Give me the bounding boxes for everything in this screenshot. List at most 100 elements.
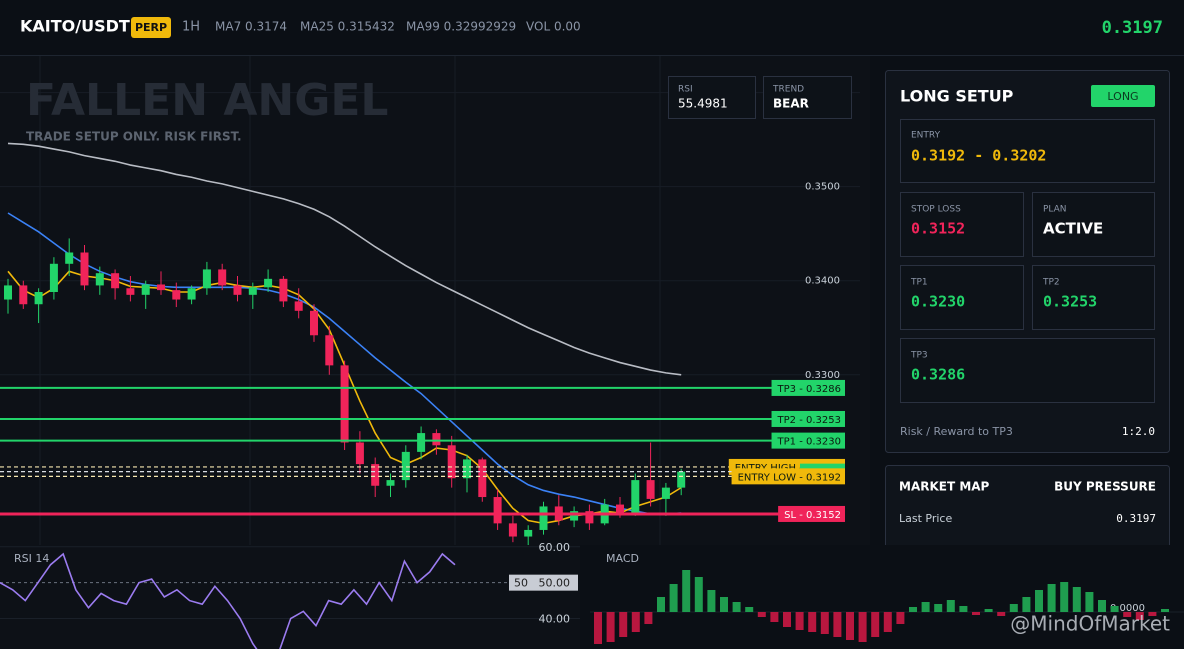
direction-badge[interactable] <box>1091 85 1155 107</box>
stop-label: STOP LOSS <box>911 205 961 215</box>
candle-body <box>417 433 426 452</box>
macd-bar <box>795 612 804 630</box>
macd-bar <box>946 600 955 612</box>
macd-bar <box>997 612 1006 616</box>
candle-body <box>677 471 686 488</box>
macd-bar <box>883 612 892 632</box>
symbol: KAITO/USDT <box>20 17 130 36</box>
level-label: ENTRY LOW - 0.3192 <box>738 472 841 483</box>
y-tick-label: 0.0000 <box>1110 603 1145 614</box>
candle-body <box>141 284 150 295</box>
candle-body <box>279 278 288 302</box>
y-tick-label: 0.3300 <box>805 370 840 381</box>
candle-body <box>432 433 441 446</box>
y-tick-label: 0.3400 <box>805 276 840 287</box>
stop-value: 0.3152 <box>911 220 965 238</box>
tp2-label: TP2 <box>1042 278 1060 288</box>
macd-bar <box>1047 584 1056 612</box>
candle-body <box>401 451 410 481</box>
tp1-label: TP1 <box>910 278 928 288</box>
candle-body <box>310 310 318 336</box>
rsi-line <box>0 552 456 649</box>
direction: LONG <box>1107 90 1138 103</box>
y-tick-label: 0.3500 <box>805 182 840 193</box>
macd-bar <box>594 612 602 644</box>
candle-body <box>386 480 395 486</box>
rsi-title: RSI 14 <box>14 552 49 565</box>
candle-body <box>585 511 594 524</box>
rsi-panel <box>0 545 580 649</box>
macd-bar <box>1085 592 1094 612</box>
candle-body <box>355 442 364 465</box>
badge-text: PERP <box>135 21 167 34</box>
candle-body <box>371 464 380 486</box>
tp1-card <box>900 265 1024 330</box>
macd-bar <box>657 597 665 612</box>
setup-title: LONG SETUP <box>900 87 1014 106</box>
candle-body <box>508 523 517 537</box>
macd-bar <box>959 606 968 612</box>
credit-watermark: @MindOfMarket <box>1010 612 1170 636</box>
macd-bar <box>846 612 854 640</box>
tp2-value: 0.3253 <box>1043 293 1097 311</box>
candle-body <box>95 273 104 286</box>
macd-bar <box>707 590 716 612</box>
macd-panel <box>580 545 1184 649</box>
badge <box>131 17 171 38</box>
watermark-title: FALLEN ANGEL <box>26 75 388 126</box>
candle-body <box>218 269 227 286</box>
macd-bar <box>808 612 817 632</box>
trend-value: BEAR <box>773 97 809 111</box>
macd-bar <box>1072 587 1081 612</box>
macd-bar <box>833 612 842 637</box>
header <box>0 0 1184 55</box>
rsi-chart: 60.00 40.00 50 50.00 <box>0 541 580 649</box>
plan-card <box>1032 192 1155 257</box>
candle-body <box>616 504 624 514</box>
ma99: MA99 0.32992929 <box>406 20 516 34</box>
candle-body <box>172 290 181 300</box>
candle-body <box>478 459 487 498</box>
macd-title: MACD <box>606 552 639 565</box>
level-label: SL - 0.3152 <box>784 510 841 521</box>
macd-bar <box>644 612 653 624</box>
macd-bar <box>984 609 993 612</box>
candle-body <box>4 285 12 300</box>
macd-bar <box>1135 612 1144 620</box>
tp1-value: 0.3230 <box>911 293 965 311</box>
rr-label: Risk / Reward to TP3 <box>900 425 1013 438</box>
reference-tag: 50 <box>514 577 528 590</box>
plan-label: PLAN <box>1043 205 1067 215</box>
macd-bar <box>619 612 628 637</box>
macd-bar <box>820 612 829 634</box>
macd-bar <box>1060 582 1069 612</box>
level-label-box <box>771 432 845 449</box>
candle-body <box>202 269 211 289</box>
candle-body <box>447 445 456 479</box>
macd-bar <box>1009 604 1018 612</box>
macd-bar <box>1022 597 1031 612</box>
macd-bar <box>858 612 867 642</box>
ma-line <box>7 212 682 515</box>
macd-bar <box>1098 600 1106 612</box>
candle-body <box>524 529 533 537</box>
candle-body <box>631 480 640 514</box>
rsi-box <box>668 76 756 119</box>
entry-card <box>900 119 1155 183</box>
macd-bar <box>1035 590 1043 612</box>
y-tick-label: 40.00 <box>539 613 571 626</box>
macd-bar <box>1123 612 1132 617</box>
macd-bar <box>720 597 728 612</box>
ma25: MA25 0.315432 <box>300 20 395 34</box>
candle-body <box>646 480 655 499</box>
ma7: MA7 0.3174 <box>215 20 287 34</box>
rr-value: 1:2.0 <box>1122 425 1155 438</box>
candle-body <box>539 506 548 530</box>
rsi-value: 55.4981 <box>678 97 728 111</box>
tp3-card <box>900 338 1155 403</box>
volume: VOL 0.00 <box>526 20 581 34</box>
macd-chart: 0.0000 <box>590 570 1184 644</box>
macd-bar <box>745 607 754 612</box>
price-value: 0.3197 <box>1116 512 1156 525</box>
